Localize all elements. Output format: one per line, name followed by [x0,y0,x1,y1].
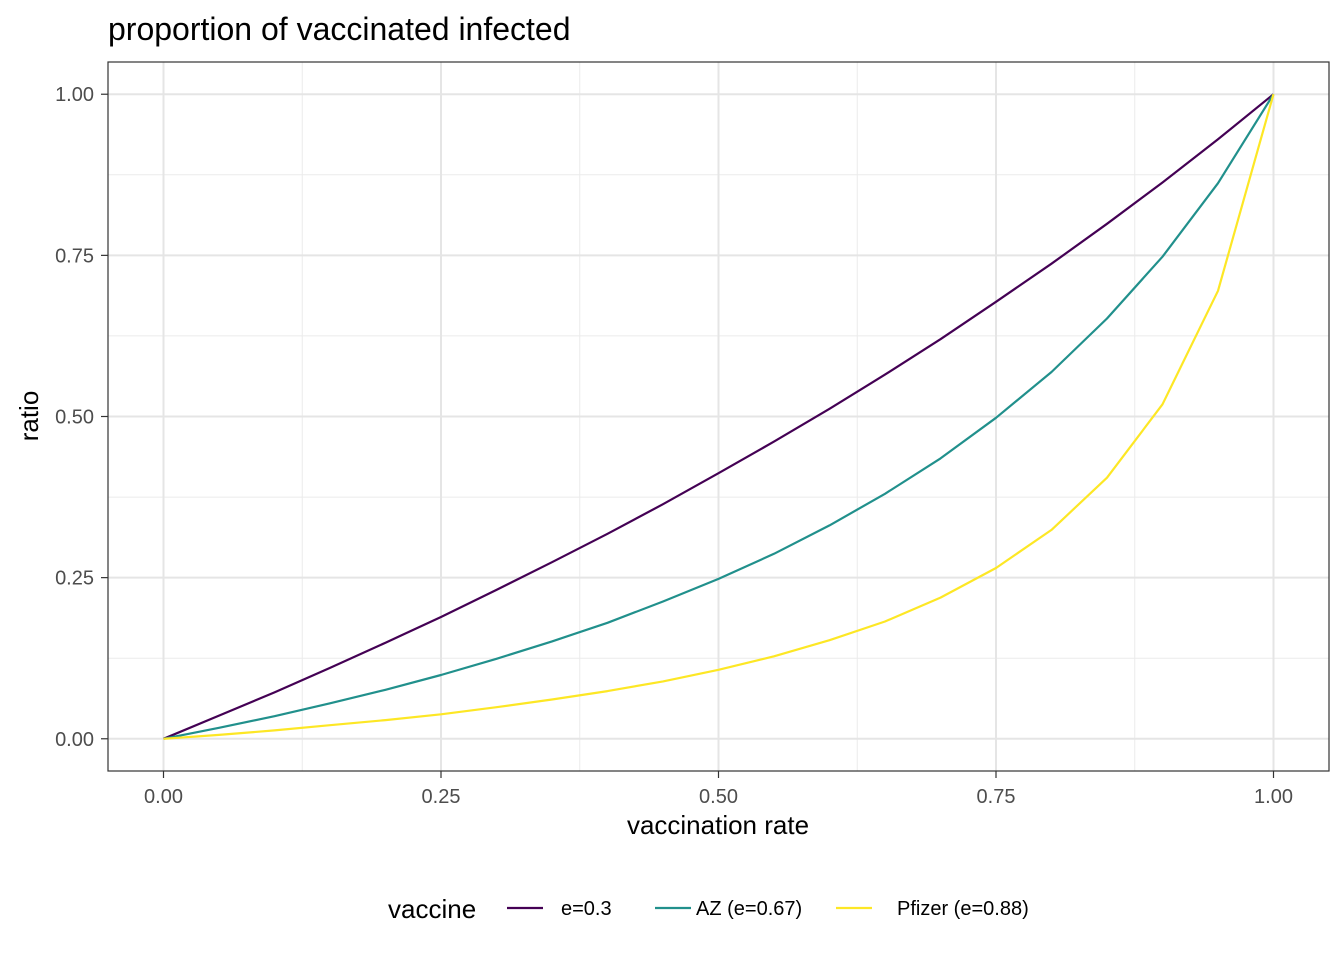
y-tick-label: 0.00 [55,729,94,751]
x-tick-label: 0.00 [144,786,183,808]
series-lines [163,93,1275,740]
y-tick-label: 0.75 [55,245,94,267]
y-tick-label: 1.00 [55,84,94,106]
y-axis-title: ratio [14,391,44,442]
x-tick-label: 0.25 [422,786,461,808]
x-tick-label: 0.50 [699,786,738,808]
x-tick-label: 0.75 [977,786,1016,808]
y-tick-label: 0.50 [55,407,94,429]
series-line-2 [163,93,1275,740]
series-line-3 [163,93,1275,740]
legend: vaccine e=0.3 AZ (e=0.67) Pfizer (e=0.88) [388,894,1029,924]
legend-label-3: Pfizer (e=0.88) [897,898,1029,920]
chart-title: proportion of vaccinated infected [108,11,571,47]
legend-label-2: AZ (e=0.67) [696,898,802,920]
x-tick-label: 1.00 [1254,786,1293,808]
x-axis: 0.00 0.25 0.50 0.75 1.00 [144,771,1293,808]
series-line-1 [163,93,1275,740]
y-axis: 0.00 0.25 0.50 0.75 1.00 [55,84,108,751]
x-axis-title: vaccination rate [627,810,809,840]
y-tick-label: 0.25 [55,568,94,590]
legend-title: vaccine [388,894,476,924]
legend-label-1: e=0.3 [561,898,612,920]
major-gridlines [108,62,1329,771]
